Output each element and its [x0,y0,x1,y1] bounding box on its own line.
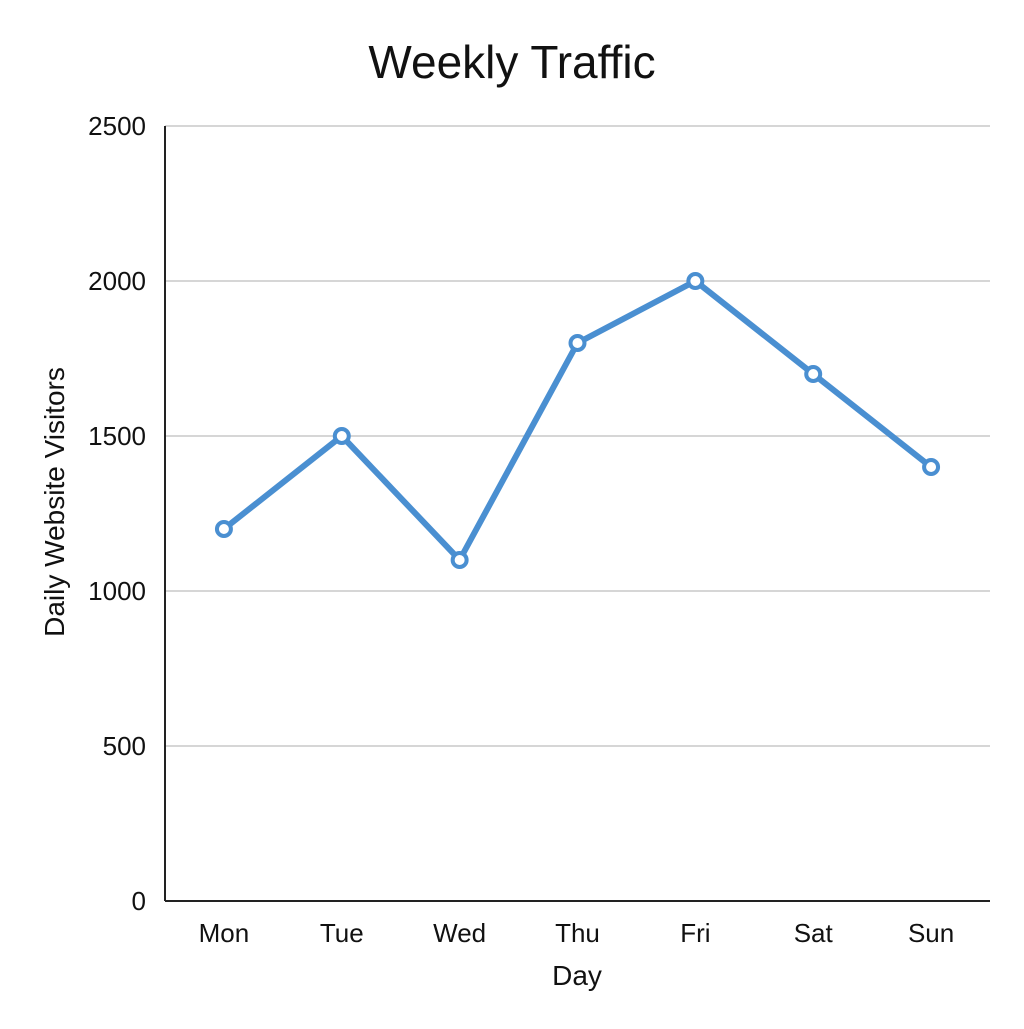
x-tick-labels: Mon Tue Wed Thu Fri Sat Sun [199,918,955,948]
x-tick-label: Tue [320,918,364,948]
x-axis-label: Day [552,960,602,991]
y-axis-label: Daily Website Visitors [39,367,70,637]
y-tick-label: 500 [103,731,146,761]
axes [164,126,990,902]
data-point-tue [332,427,351,445]
series-layer [214,272,941,569]
data-point-sun [922,458,941,476]
x-tick-label: Fri [680,918,710,948]
x-tick-label: Sun [908,918,954,948]
x-tick-label: Thu [555,918,600,948]
series-line [220,278,935,563]
data-point-wed [450,551,469,569]
data-point-thu [568,334,587,352]
x-tick-label: Sat [794,918,834,948]
data-point-sat [804,365,823,383]
chart-title: Weekly Traffic [368,36,655,88]
x-tick-label: Wed [433,918,486,948]
data-point-mon [214,520,233,538]
y-tick-label: 0 [132,886,146,916]
y-tick-label: 2000 [88,266,146,296]
grid-lines [165,125,990,747]
x-tick-label: Mon [199,918,250,948]
y-tick-label: 2500 [88,111,146,141]
y-tick-label: 1000 [88,576,146,606]
y-tick-label: 1500 [88,421,146,451]
y-tick-labels: 0 500 1000 1500 2000 2500 [88,111,146,916]
data-point-fri [686,272,705,290]
